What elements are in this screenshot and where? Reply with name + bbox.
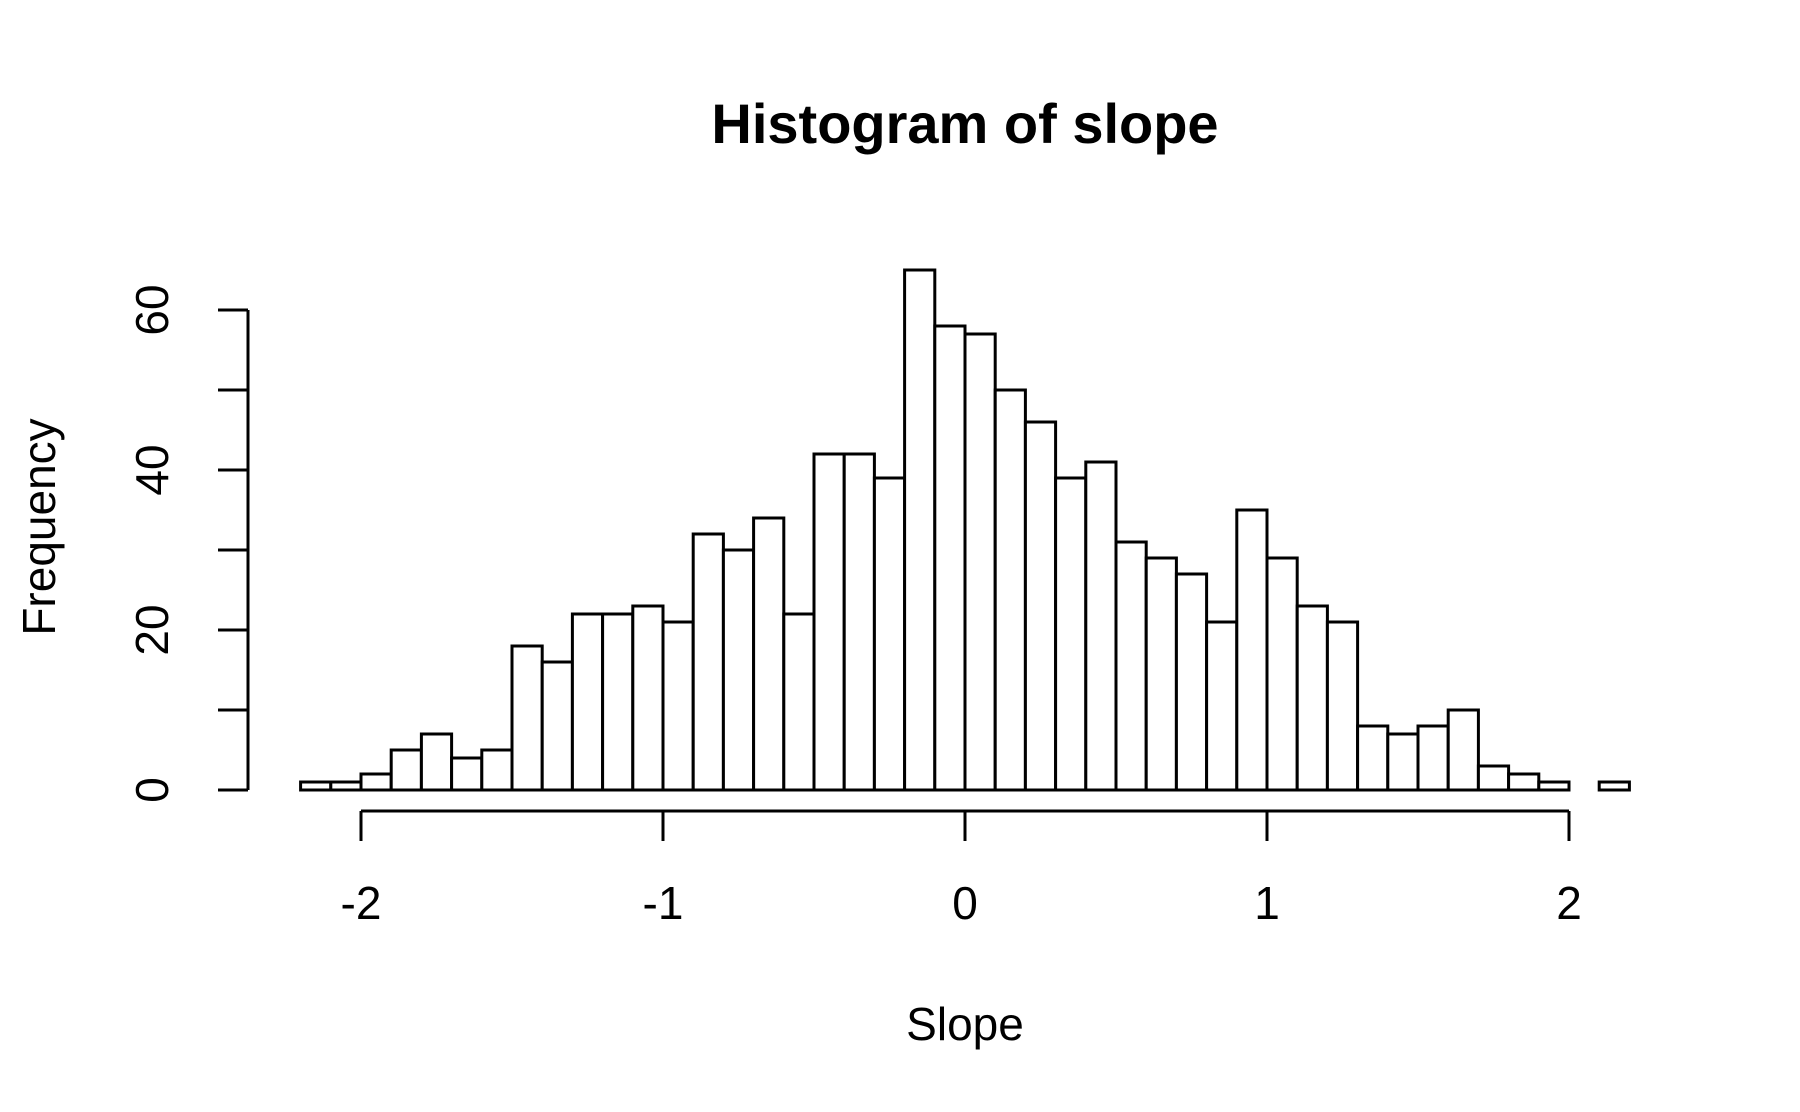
histogram-bar [721, 548, 756, 792]
histogram-bar [1386, 732, 1420, 792]
y-tick-label: 60 [126, 284, 178, 335]
x-tick-label: 0 [952, 877, 978, 929]
histogram-bar [752, 516, 786, 792]
histogram-bar [1174, 572, 1209, 792]
y-tick-label: 20 [126, 604, 178, 655]
x-axis-label: Slope [906, 998, 1024, 1050]
histogram-bar [782, 612, 816, 792]
histogram-bar [631, 604, 665, 792]
y-tick-label: 40 [126, 444, 178, 495]
x-axis: -2 -1 0 1 2 [341, 809, 1582, 929]
histogram-bar [1054, 476, 1088, 792]
histogram-bar [1416, 724, 1450, 792]
histogram-bar [540, 660, 574, 792]
histogram-bar [1144, 556, 1178, 792]
x-tick-label: 1 [1254, 877, 1280, 929]
histogram-bar [510, 644, 544, 792]
histogram-bar [1023, 420, 1058, 792]
x-tick-label: -2 [341, 877, 382, 929]
histogram-bar [1537, 780, 1571, 792]
histogram-bar [601, 612, 635, 792]
histogram-bar [1205, 620, 1239, 792]
histogram-bar [691, 532, 725, 792]
y-axis-label: Frequency [13, 418, 65, 635]
histogram-bar [1235, 508, 1269, 792]
histogram-bar [1265, 556, 1299, 792]
histogram-bar [1476, 764, 1511, 792]
histogram-bar [903, 268, 937, 792]
histogram-bar [812, 452, 846, 792]
histogram-bar [450, 756, 484, 792]
y-axis: 0 20 40 60 [126, 284, 250, 803]
histogram-bar [299, 780, 333, 792]
histogram-bar [1084, 460, 1118, 792]
histogram-bar [389, 748, 423, 792]
histogram-bar [329, 780, 363, 792]
histogram-bar [661, 620, 695, 792]
histogram-bar [933, 324, 967, 792]
histogram-bar [872, 476, 907, 792]
histogram-bar [1446, 708, 1480, 792]
x-tick-label: 2 [1556, 877, 1582, 929]
histogram-bar [419, 732, 454, 792]
histogram-bar [993, 388, 1027, 792]
histogram-bar [359, 772, 393, 792]
histogram-bar [842, 452, 876, 792]
histogram-bar [1325, 620, 1360, 792]
histogram-bar [1597, 780, 1631, 792]
histogram-bar [1507, 772, 1541, 792]
x-tick-label: -1 [643, 877, 684, 929]
histogram-bar [1356, 724, 1390, 792]
chart-title: Histogram of slope [711, 92, 1218, 155]
histogram-bar [570, 612, 605, 792]
histogram-bar [963, 332, 997, 792]
histogram-bar [1295, 604, 1329, 792]
histogram-bar [480, 748, 514, 792]
histogram-bar [1114, 540, 1148, 792]
y-tick-label: 0 [126, 777, 178, 803]
bars-group [299, 268, 1631, 792]
